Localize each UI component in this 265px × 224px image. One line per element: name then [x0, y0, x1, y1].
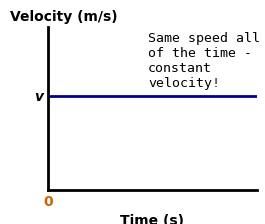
Text: Velocity (m/s): Velocity (m/s): [10, 10, 118, 24]
X-axis label: Time (s): Time (s): [120, 214, 184, 224]
Text: Same speed all
of the time -
constant
velocity!: Same speed all of the time - constant ve…: [148, 32, 260, 90]
